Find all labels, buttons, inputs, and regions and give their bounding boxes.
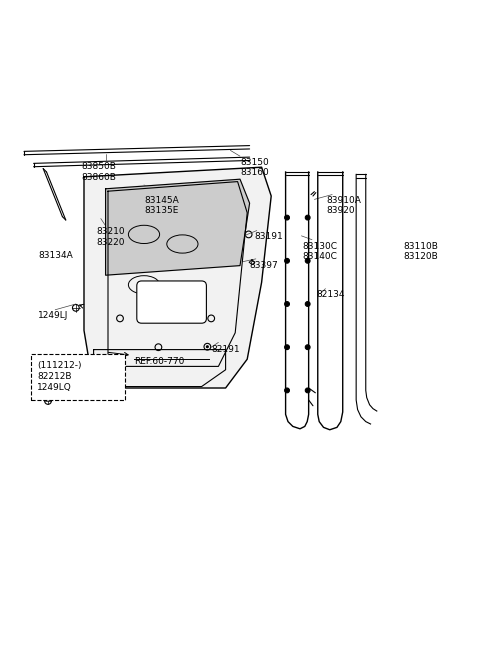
FancyBboxPatch shape <box>31 354 125 400</box>
Circle shape <box>305 302 310 306</box>
Circle shape <box>285 388 289 393</box>
Text: 83850B
83860B: 83850B 83860B <box>82 163 117 182</box>
Text: 83134A: 83134A <box>38 251 73 260</box>
Text: 83397: 83397 <box>250 261 278 270</box>
Text: 83110B
83120B: 83110B 83120B <box>403 241 438 261</box>
Circle shape <box>285 258 289 263</box>
Circle shape <box>285 302 289 306</box>
Circle shape <box>305 258 310 263</box>
Circle shape <box>305 215 310 220</box>
Text: 82191: 82191 <box>211 345 240 354</box>
Text: 83150
83160: 83150 83160 <box>240 157 269 177</box>
Polygon shape <box>84 167 271 388</box>
Text: 82212B: 82212B <box>37 372 72 380</box>
FancyBboxPatch shape <box>137 281 206 323</box>
Text: 1249LJ: 1249LJ <box>38 311 69 320</box>
Text: 83910A
83920: 83910A 83920 <box>326 196 361 215</box>
Circle shape <box>285 215 289 220</box>
Text: (111212-): (111212-) <box>37 361 82 369</box>
Circle shape <box>206 346 208 348</box>
Text: 83210
83220: 83210 83220 <box>96 227 125 247</box>
Text: REF.60-770: REF.60-770 <box>134 357 185 366</box>
Polygon shape <box>106 179 250 276</box>
Text: 83130C
83140C: 83130C 83140C <box>302 241 337 261</box>
Text: 82134: 82134 <box>317 289 345 298</box>
Circle shape <box>285 345 289 350</box>
Text: 83145A
83135E: 83145A 83135E <box>144 196 179 215</box>
Circle shape <box>305 388 310 393</box>
Text: 83191: 83191 <box>254 232 283 241</box>
Circle shape <box>305 345 310 350</box>
Text: 1249LQ: 1249LQ <box>37 382 72 392</box>
